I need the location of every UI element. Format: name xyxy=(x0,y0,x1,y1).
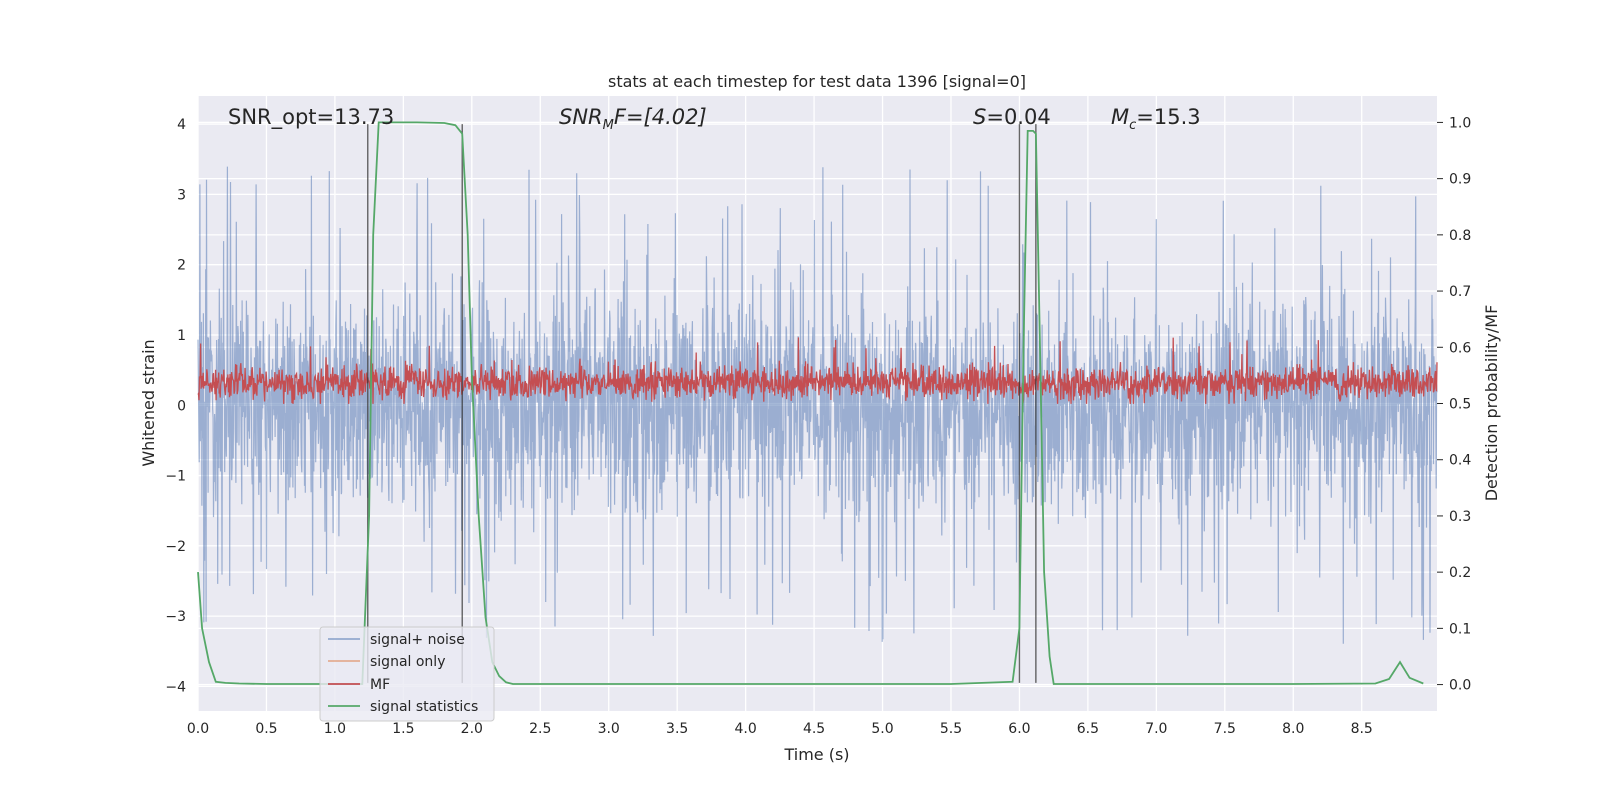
x-tick-label: 1.5 xyxy=(392,721,414,737)
y2-tick-label: 0.1 xyxy=(1449,621,1471,637)
x-tick-label: 4.0 xyxy=(734,721,756,737)
x-axis-label: Time (s) xyxy=(783,745,849,764)
x-tick-label: 2.5 xyxy=(529,721,551,737)
y-axis-label: Whitened strain xyxy=(139,339,158,466)
mc-value: =15.3 xyxy=(1136,105,1200,129)
x-tick-label: 5.5 xyxy=(940,721,962,737)
x-tick-label: 7.0 xyxy=(1145,721,1167,737)
x-tick-label: 7.5 xyxy=(1214,721,1236,737)
y-tick-label: −1 xyxy=(165,469,186,485)
x-tick-label: 6.0 xyxy=(1008,721,1030,737)
y-tick-label: 2 xyxy=(177,258,186,274)
x-tick-label: 3.5 xyxy=(666,721,688,737)
snr-mf-prefix: SNR xyxy=(559,105,603,129)
y2-tick-label: 0.0 xyxy=(1449,678,1471,694)
y2-tick-label: 0.4 xyxy=(1449,453,1471,469)
legend-label-signal-noise: signal+ noise xyxy=(370,632,465,648)
y-tick-label: 0 xyxy=(177,398,186,414)
annotation-s: S=0.04 xyxy=(973,105,1051,129)
x-tick-label: 1.0 xyxy=(324,721,346,737)
y2-tick-label: 0.6 xyxy=(1449,340,1471,356)
y2-tick-label: 0.9 xyxy=(1449,172,1471,188)
mc-var: M xyxy=(1111,105,1129,129)
y-tick-label: 3 xyxy=(177,187,186,203)
legend: signal+ noise signal only MF signal stat… xyxy=(319,626,495,722)
chart-title: stats at each timestep for test data 139… xyxy=(608,72,1026,91)
y2-tick-label: 1.0 xyxy=(1449,115,1471,131)
legend-label-signal-only: signal only xyxy=(370,654,445,670)
x-tick-label: 0.0 xyxy=(187,721,209,737)
x-tick-label: 3.0 xyxy=(598,721,620,737)
y2-tick-label: 0.2 xyxy=(1449,565,1471,581)
y-tick-label: 4 xyxy=(177,117,186,133)
y-tick-label: −2 xyxy=(165,539,186,555)
y2-tick-label: 0.3 xyxy=(1449,509,1471,525)
legend-label-mf: MF xyxy=(370,677,390,693)
legend-box xyxy=(319,626,495,722)
y-tick-label: 1 xyxy=(177,328,186,344)
y2-tick-label: 0.8 xyxy=(1449,228,1471,244)
x-tick-label: 8.5 xyxy=(1351,721,1373,737)
x-tick-label: 5.0 xyxy=(871,721,893,737)
y-tick-label: −4 xyxy=(165,679,186,695)
y-tick-label: −3 xyxy=(165,609,186,625)
mc-sub: c xyxy=(1129,118,1136,133)
annotation-snr-opt: SNR_opt=13.73 xyxy=(228,105,394,130)
x-tick-label: 0.5 xyxy=(255,721,277,737)
legend-label-signal-statistics: signal statistics xyxy=(370,699,478,715)
annotation-snr-mf: SNRMF=[4.02] xyxy=(559,105,707,133)
signal-noise-layer xyxy=(197,166,1438,644)
y2-tick-label: 0.5 xyxy=(1449,397,1471,413)
signal-noise-line xyxy=(197,166,1438,644)
annotation-mc: Mc=15.3 xyxy=(1111,105,1201,133)
y2-tick-label: 0.7 xyxy=(1449,284,1471,300)
snr-mf-sub: M xyxy=(603,118,614,133)
s-var: S xyxy=(973,105,986,129)
y2-axis-label: Detection probability/MF xyxy=(1482,305,1501,502)
mf-line xyxy=(197,337,1438,404)
x-tick-label: 8.0 xyxy=(1282,721,1304,737)
x-tick-label: 2.0 xyxy=(461,721,483,737)
x-tick-label: 6.5 xyxy=(1077,721,1099,737)
mf-layer xyxy=(197,337,1438,404)
s-value: =0.04 xyxy=(986,105,1050,129)
snr-mf-suffix: F=[4.02] xyxy=(614,105,707,129)
tick-layer: 0.0 0.5 1.0 1.5 2.0 2.5 3.0 3.5 4.0 4.5 5.0 5.5 6.0 6… xyxy=(165,115,1471,737)
x-tick-label: 4.5 xyxy=(803,721,825,737)
